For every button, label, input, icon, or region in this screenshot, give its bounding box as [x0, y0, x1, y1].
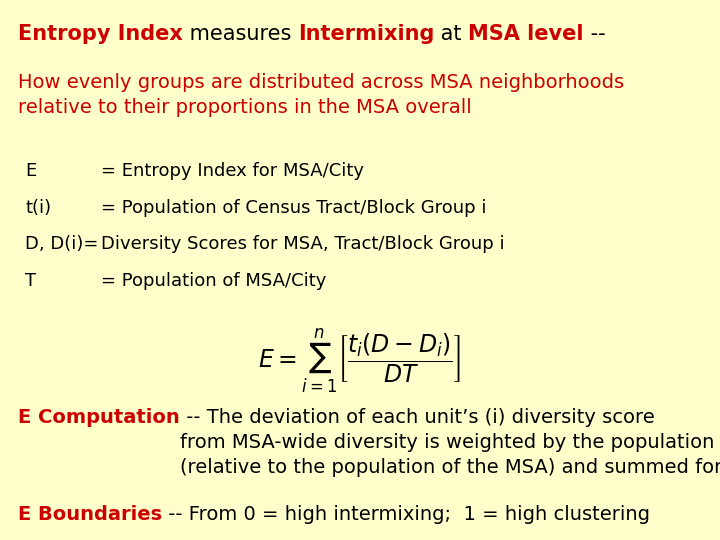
Text: Intermixing: Intermixing [298, 24, 434, 44]
Text: -- From 0 = high intermixing;  1 = high clustering: -- From 0 = high intermixing; 1 = high c… [162, 505, 650, 524]
Text: E Boundaries: E Boundaries [18, 505, 162, 524]
Text: at: at [434, 24, 469, 44]
Text: E Computation: E Computation [18, 408, 180, 427]
Text: E: E [25, 162, 37, 180]
Text: measures: measures [183, 24, 298, 44]
Text: = Population of Census Tract/Block Group i: = Population of Census Tract/Block Group… [101, 199, 486, 217]
Text: -- The deviation of each unit’s (i) diversity score
from MSA-wide diversity is w: -- The deviation of each unit’s (i) dive… [180, 408, 720, 477]
Text: Diversity Scores for MSA, Tract/Block Group i: Diversity Scores for MSA, Tract/Block Gr… [101, 235, 505, 253]
Text: = Entropy Index for MSA/City: = Entropy Index for MSA/City [101, 162, 364, 180]
Text: D, D(i)=: D, D(i)= [25, 235, 99, 253]
Text: t(i): t(i) [25, 199, 51, 217]
Text: $E = \sum_{i=1}^{n} \left[ \dfrac{t_i(D - D_i)}{DT} \right]$: $E = \sum_{i=1}^{n} \left[ \dfrac{t_i(D … [258, 327, 462, 395]
Text: How evenly groups are distributed across MSA neighborhoods
relative to their pro: How evenly groups are distributed across… [18, 73, 624, 117]
Text: --: -- [584, 24, 606, 44]
Text: MSA level: MSA level [469, 24, 584, 44]
Text: T: T [25, 272, 36, 290]
Text: Entropy Index: Entropy Index [18, 24, 183, 44]
Text: = Population of MSA/City: = Population of MSA/City [101, 272, 326, 290]
